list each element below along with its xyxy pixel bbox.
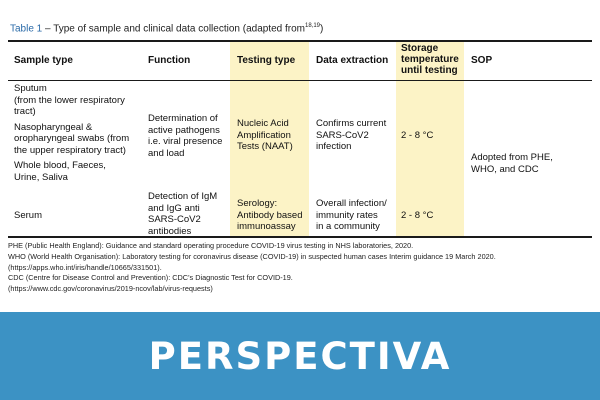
sop-cell: Adopted from PHE, WHO, and CDC <box>471 152 589 175</box>
table-label: Table 1 <box>10 23 43 35</box>
cell-line: Urine, Saliva <box>14 171 68 183</box>
cell-line: and load <box>148 147 185 159</box>
table-refs: 18,19 <box>305 23 321 29</box>
row1-sample-type: Sputum (from the lower respiratory tract… <box>14 83 144 183</box>
cell-line: oropharyngeal swabs (from <box>14 133 130 144</box>
cell-line: Overall infection/ <box>316 198 387 209</box>
header-sample-type: Sample type <box>14 55 73 66</box>
row2-testing-type: Serology: Antibody based immunoassay <box>237 198 307 233</box>
cell-line: WHO, and CDC <box>471 163 539 175</box>
footnote-line: (https://www.cdc.gov/coronavirus/2019-nc… <box>8 284 213 294</box>
cell-line: Sputum <box>14 83 47 94</box>
cell-line: Nucleic Acid <box>237 118 289 129</box>
table-header-rule <box>8 80 592 81</box>
table-bottom-rule <box>8 236 592 238</box>
cell-line: Antibody based <box>237 209 303 221</box>
footnote-line: (https://apps.who.int/iris/handle/10665/… <box>8 262 162 272</box>
storage-highlight <box>396 42 464 236</box>
cell-line: SARS-CoV2 <box>316 129 369 141</box>
header-storage-line: Storage <box>401 43 439 54</box>
footnote-line: WHO (World Health Organisation): Laborat… <box>8 251 496 261</box>
cell-line: Confirms current <box>316 118 387 129</box>
header-function: Function <box>148 55 191 66</box>
cell-line: Amplification <box>237 129 291 141</box>
footnote-line: CDC (Centre for Disease Control and Prev… <box>8 273 293 283</box>
cell-line: tract) <box>14 106 36 117</box>
cell-line: in a community <box>316 221 380 232</box>
row2-sample-type: Serum <box>14 210 42 221</box>
cell-line: immunoassay <box>237 221 296 232</box>
table-title-close: ) <box>320 23 324 35</box>
cell-line: immunity rates <box>316 209 378 221</box>
cell-line: SARS-CoV2 <box>148 214 201 225</box>
cell-line: Detection of IgM <box>148 191 218 202</box>
footnote-line: PHE (Public Health England): Guidance an… <box>8 241 414 250</box>
header-sop: SOP <box>471 55 493 66</box>
cell-line: Nasopharyngeal & <box>14 121 93 133</box>
header-storage-line: temperature <box>401 54 459 65</box>
row2-storage: 2 - 8 °C <box>401 210 434 221</box>
row1-function: Determination of active pathogens i.e. v… <box>148 113 228 159</box>
header-storage: Storage temperature until testing <box>401 43 459 76</box>
table-title: – Type of sample and clinical data colle… <box>42 23 305 35</box>
row1-data-extraction: Confirms current SARS-CoV2 infection <box>316 118 394 153</box>
cell-line: and IgG anti <box>148 202 200 214</box>
row2-data-extraction: Overall infection/ immunity rates in a c… <box>316 198 394 233</box>
cell-line: Determination of <box>148 113 218 124</box>
cell-line: active pathogens <box>148 124 220 136</box>
table-top-rule <box>8 40 592 42</box>
cell-line: Serology: <box>237 198 278 209</box>
footnotes: PHE (Public Health England): Guidance an… <box>8 241 592 295</box>
cell-line: Whole blood, Faeces, <box>14 160 106 171</box>
section-banner: PERSPECTIVA <box>0 312 600 400</box>
table-caption: Table 1 – Type of sample and clinical da… <box>10 23 323 34</box>
header-data-extraction: Data extraction <box>316 55 389 66</box>
cell-line: the upper respiratory tract) <box>14 144 126 156</box>
testing-type-highlight <box>230 42 309 236</box>
header-storage-line: until testing <box>401 65 458 76</box>
cell-line: i.e. viral presence <box>148 136 223 147</box>
cell-line: Adopted from PHE, <box>471 152 553 163</box>
banner-title: PERSPECTIVA <box>148 334 452 378</box>
cell-line: (from the lower respiratory <box>14 94 125 106</box>
header-testing-type: Testing type <box>237 55 296 66</box>
row1-storage: 2 - 8 °C <box>401 130 434 141</box>
row1-testing-type: Nucleic Acid Amplification Tests (NAAT) <box>237 118 307 153</box>
cell-line: Tests (NAAT) <box>237 141 293 152</box>
cell-line: antibodies <box>148 225 192 237</box>
row2-function: Detection of IgM and IgG anti SARS-CoV2 … <box>148 191 228 237</box>
cell-line: infection <box>316 141 352 152</box>
